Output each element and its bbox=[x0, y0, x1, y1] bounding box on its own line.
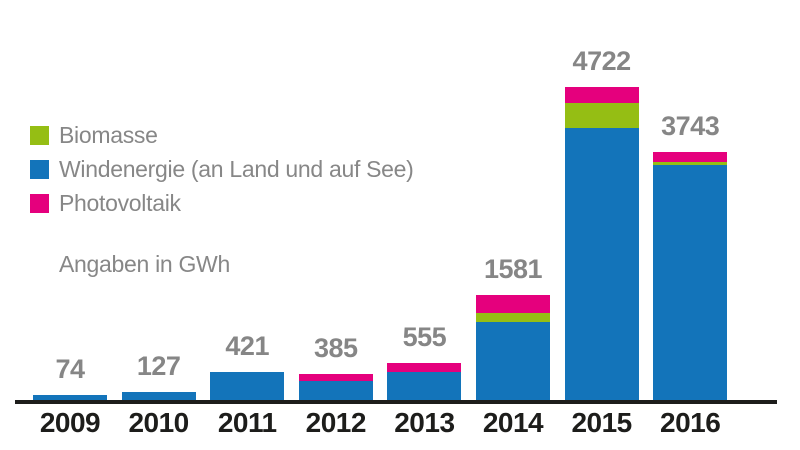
bar-2009 bbox=[33, 395, 107, 400]
bar-2015 bbox=[564, 87, 639, 400]
value-label-2011: 421 bbox=[225, 331, 269, 361]
value-label-2016: 3743 bbox=[661, 111, 720, 141]
legend-item-photovoltaik: Photovoltaik bbox=[30, 189, 414, 216]
legend-item-windenergie: Windenergie (an Land und auf See) bbox=[30, 155, 414, 182]
value-label-2013: 555 bbox=[402, 322, 447, 352]
value-label-2014: 1581 bbox=[483, 254, 543, 284]
year-label-2009: 2009 bbox=[39, 407, 101, 438]
bar-segment-windenergie bbox=[210, 372, 285, 400]
legend-label: Windenergie (an Land und auf See) bbox=[59, 155, 414, 182]
bar-segment-photovoltaik bbox=[476, 295, 550, 313]
windenergie-swatch-icon bbox=[30, 159, 49, 179]
year-label-2014: 2014 bbox=[482, 407, 544, 438]
bar-segment-windenergie bbox=[33, 395, 107, 400]
year-label-2012: 2012 bbox=[305, 407, 367, 438]
year-label-2011: 2011 bbox=[217, 407, 277, 438]
year-label-2016: 2016 bbox=[660, 407, 721, 438]
bar-segment-biomasse bbox=[476, 313, 550, 322]
legend: Biomasse Windenergie (an Land und auf Se… bbox=[30, 121, 414, 226]
bar-2012 bbox=[298, 374, 373, 400]
unit-note: Angaben in GWh bbox=[59, 251, 230, 277]
biomasse-swatch-icon bbox=[30, 125, 49, 145]
year-label-2015: 2015 bbox=[571, 407, 632, 438]
photovoltaik-swatch-icon bbox=[30, 193, 49, 213]
bar-2011 bbox=[210, 372, 285, 400]
bar-2013 bbox=[387, 363, 462, 400]
bar-segment-photovoltaik bbox=[387, 363, 462, 372]
bar-segment-biomasse bbox=[653, 162, 728, 165]
bar-segment-photovoltaik bbox=[298, 374, 373, 381]
legend-label: Photovoltaik bbox=[59, 189, 181, 216]
value-label-2009: 74 bbox=[55, 354, 85, 384]
bar-segment-photovoltaik bbox=[564, 87, 639, 103]
value-label-2012: 385 bbox=[314, 333, 358, 363]
bar-segment-windenergie bbox=[387, 372, 462, 400]
bar-2014 bbox=[476, 295, 550, 400]
bar-2010 bbox=[121, 392, 196, 400]
year-label-2013: 2013 bbox=[394, 407, 455, 438]
bar-segment-windenergie bbox=[653, 165, 728, 400]
value-label-2015: 4722 bbox=[572, 46, 632, 76]
year-label-2010: 2010 bbox=[128, 407, 189, 438]
bar-segment-windenergie bbox=[476, 322, 550, 400]
legend-label: Biomasse bbox=[59, 121, 158, 148]
bar-segment-windenergie bbox=[121, 392, 196, 400]
bar-2016 bbox=[653, 152, 728, 400]
legend-item-biomasse: Biomasse bbox=[30, 121, 414, 148]
bar-segment-biomasse bbox=[564, 103, 639, 128]
bar-segment-windenergie bbox=[564, 128, 639, 400]
bar-segment-windenergie bbox=[298, 381, 373, 400]
value-label-2010: 127 bbox=[136, 351, 181, 381]
bar-segment-photovoltaik bbox=[653, 152, 728, 162]
x-axis-line bbox=[15, 400, 777, 404]
